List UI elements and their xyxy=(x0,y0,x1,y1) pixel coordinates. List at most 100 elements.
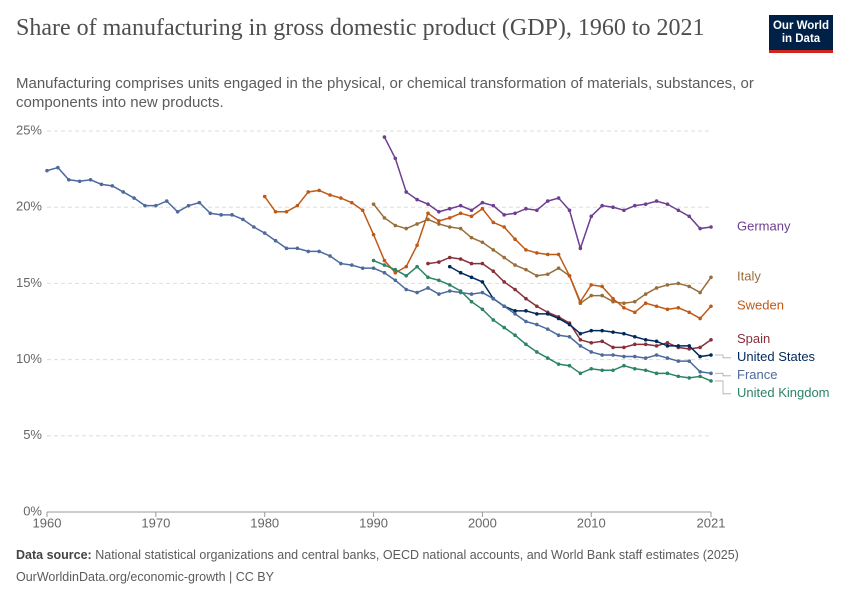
data-point xyxy=(622,331,626,336)
data-point xyxy=(349,200,354,205)
data-point xyxy=(491,203,496,208)
data-point xyxy=(589,350,594,354)
data-point xyxy=(513,309,517,313)
data-point xyxy=(633,310,637,315)
data-point xyxy=(535,350,539,354)
data-point xyxy=(437,219,441,223)
series-line xyxy=(449,265,712,358)
data-point xyxy=(622,354,626,359)
data-point xyxy=(622,208,626,213)
data-point xyxy=(633,203,637,208)
data-point xyxy=(382,263,387,267)
data-point xyxy=(676,208,681,213)
data-point xyxy=(491,269,496,274)
data-point xyxy=(556,362,561,366)
data-point xyxy=(404,287,409,292)
data-point xyxy=(622,345,626,350)
data-point xyxy=(502,280,506,284)
data-point xyxy=(371,266,376,270)
data-point xyxy=(524,319,528,324)
data-point xyxy=(676,281,681,286)
data-point xyxy=(469,214,474,219)
data-point xyxy=(437,222,441,226)
footer-link[interactable]: OurWorldinData.org/economic-growth | CC … xyxy=(16,570,274,584)
legend-label: Italy xyxy=(737,269,761,284)
logo[interactable]: Our World in Data xyxy=(769,15,833,53)
data-point xyxy=(545,356,550,360)
data-point xyxy=(589,293,594,298)
data-point xyxy=(306,190,311,194)
data-point xyxy=(633,366,637,371)
data-point xyxy=(524,309,528,313)
data-point xyxy=(578,299,583,304)
data-point xyxy=(143,203,147,208)
data-point xyxy=(545,199,550,203)
data-point xyxy=(556,316,561,321)
data-point xyxy=(360,266,365,270)
data-point xyxy=(654,286,659,290)
legend-label: Sweden xyxy=(737,298,784,313)
data-point xyxy=(524,248,528,252)
data-point xyxy=(698,316,702,321)
data-point xyxy=(273,209,278,214)
x-tick-label: 2021 xyxy=(697,515,726,530)
data-point xyxy=(622,305,626,310)
data-point xyxy=(458,226,463,231)
legend-label: United States xyxy=(737,349,816,364)
data-point xyxy=(360,208,365,213)
data-point xyxy=(611,299,615,304)
series-line xyxy=(264,189,712,320)
data-point xyxy=(665,202,670,206)
data-point xyxy=(698,374,702,379)
y-tick-label: 25% xyxy=(16,122,42,137)
data-point xyxy=(197,200,202,205)
data-point xyxy=(600,339,604,344)
data-point xyxy=(611,368,615,373)
data-point xyxy=(589,328,594,333)
data-point xyxy=(600,328,604,333)
data-point xyxy=(404,273,409,278)
data-point xyxy=(480,280,485,284)
data-point xyxy=(622,301,626,306)
data-point xyxy=(480,261,485,266)
data-point xyxy=(654,371,659,376)
data-point xyxy=(676,305,681,310)
data-point xyxy=(88,177,93,182)
data-point xyxy=(426,217,430,222)
data-point xyxy=(709,225,713,229)
data-point xyxy=(709,304,713,309)
logo-text: in Data xyxy=(781,33,821,45)
legend-label: Spain xyxy=(737,331,770,346)
data-point xyxy=(654,339,659,344)
data-point xyxy=(611,345,615,350)
data-point xyxy=(382,216,387,220)
data-point xyxy=(458,257,463,261)
data-point xyxy=(393,267,398,272)
data-point xyxy=(589,341,594,345)
data-point xyxy=(654,344,659,348)
data-point xyxy=(600,284,604,289)
data-point xyxy=(77,179,82,184)
data-point xyxy=(567,208,572,213)
data-point xyxy=(633,354,637,359)
data-point xyxy=(426,211,430,216)
data-point xyxy=(654,304,659,309)
data-point xyxy=(382,135,387,139)
data-point xyxy=(284,209,289,214)
x-tick-label: 2010 xyxy=(577,515,606,530)
data-point xyxy=(469,208,474,213)
data-point xyxy=(458,203,463,208)
data-point xyxy=(447,255,452,260)
data-point xyxy=(393,270,398,275)
series-line xyxy=(373,259,712,382)
data-point xyxy=(393,278,398,283)
data-point xyxy=(480,307,485,312)
data-point xyxy=(415,243,419,248)
data-point xyxy=(578,246,583,251)
data-point xyxy=(415,197,419,202)
label-connector xyxy=(715,372,731,377)
data-point xyxy=(676,374,681,379)
data-point xyxy=(132,196,136,200)
